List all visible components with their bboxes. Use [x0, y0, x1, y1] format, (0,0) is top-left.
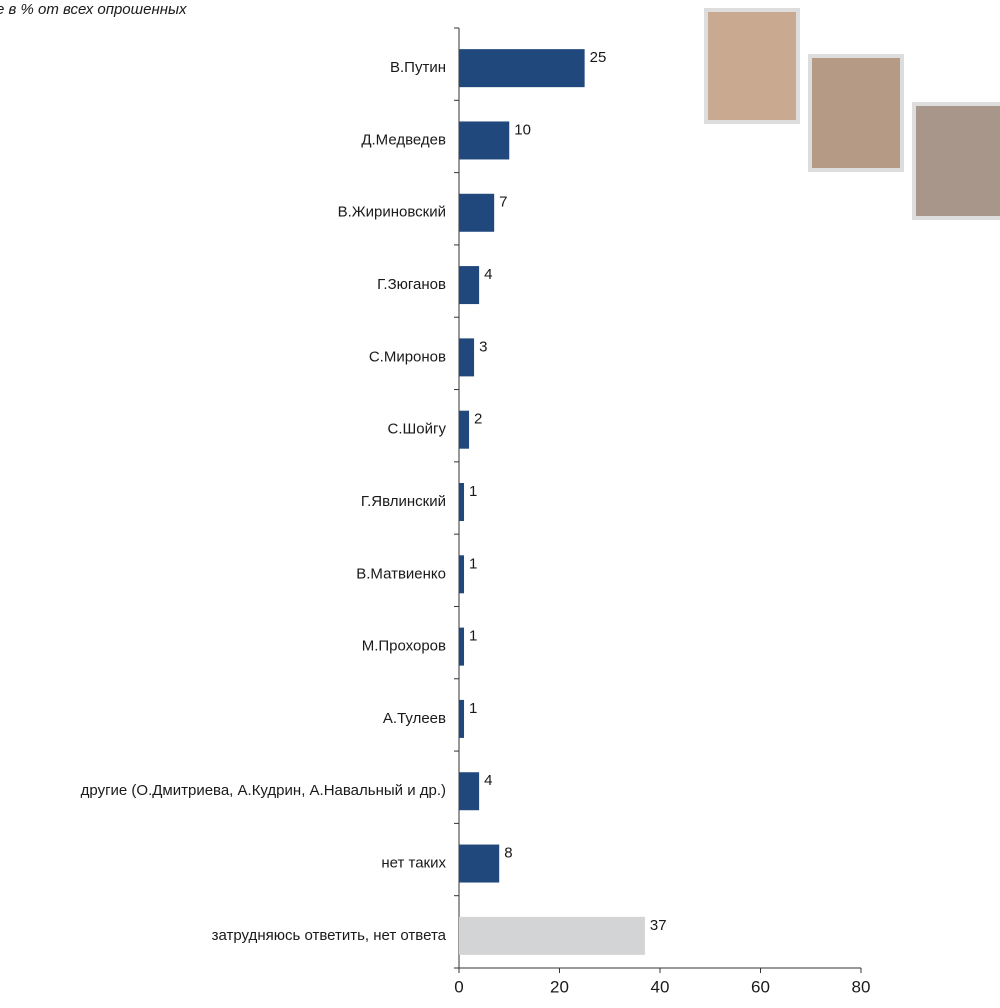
value-label: 10: [514, 121, 531, 138]
photo: [704, 8, 800, 124]
value-label: 37: [650, 917, 667, 934]
value-label: 25: [590, 49, 607, 66]
bar: [459, 627, 465, 666]
bar: [459, 555, 465, 594]
y-tick-label: нет таких: [381, 855, 446, 872]
value-label: 7: [499, 194, 507, 211]
bar: [459, 772, 480, 811]
bar: [459, 338, 475, 377]
y-tick-label: Г.Явлинский: [361, 493, 446, 510]
bar: [459, 49, 585, 88]
y-tick-label: С.Шойгу: [388, 421, 447, 438]
y-tick-label: А.Тулеев: [383, 710, 446, 727]
value-label: 8: [504, 845, 512, 862]
value-label: 1: [469, 483, 477, 500]
y-tick-label: М.Прохоров: [362, 638, 446, 655]
bar: [459, 266, 480, 305]
value-label: 4: [484, 266, 492, 283]
bar: [459, 916, 645, 955]
value-label: 1: [469, 628, 477, 645]
bar: [459, 844, 500, 883]
chart-subtitle: е в % от всех опрошенных: [0, 1, 187, 18]
photo: [912, 102, 1000, 220]
x-tick-label: 60: [751, 977, 770, 996]
x-tick-label: 40: [651, 977, 670, 996]
value-label: 2: [474, 411, 482, 428]
y-tick-label: В.Путин: [390, 59, 446, 76]
y-tick-label: затрудняюсь ответить, нет ответа: [212, 927, 447, 944]
x-tick-label: 80: [852, 977, 871, 996]
value-label: 3: [479, 338, 487, 355]
x-tick-label: 20: [550, 977, 569, 996]
y-tick-label: Д.Медведев: [361, 131, 446, 148]
photos: [704, 8, 1000, 220]
bar: [459, 193, 495, 232]
bar: [459, 699, 465, 738]
bar: [459, 483, 465, 521]
bar: [459, 121, 510, 160]
value-label: 4: [484, 772, 492, 789]
y-tick-label: Г.Зюганов: [377, 276, 446, 293]
value-label: 1: [469, 555, 477, 572]
y-tick-label: другие (О.Дмитриева, А.Кудрин, А.Навальн…: [81, 782, 446, 799]
bar: [459, 410, 470, 449]
value-label: 1: [469, 700, 477, 717]
y-tick-label: В.Матвиенко: [356, 565, 446, 582]
photo: [808, 54, 904, 172]
y-tick-label: С.Миронов: [369, 348, 446, 365]
y-tick-label: В.Жириновский: [338, 204, 446, 221]
x-tick-label: 0: [454, 977, 463, 996]
